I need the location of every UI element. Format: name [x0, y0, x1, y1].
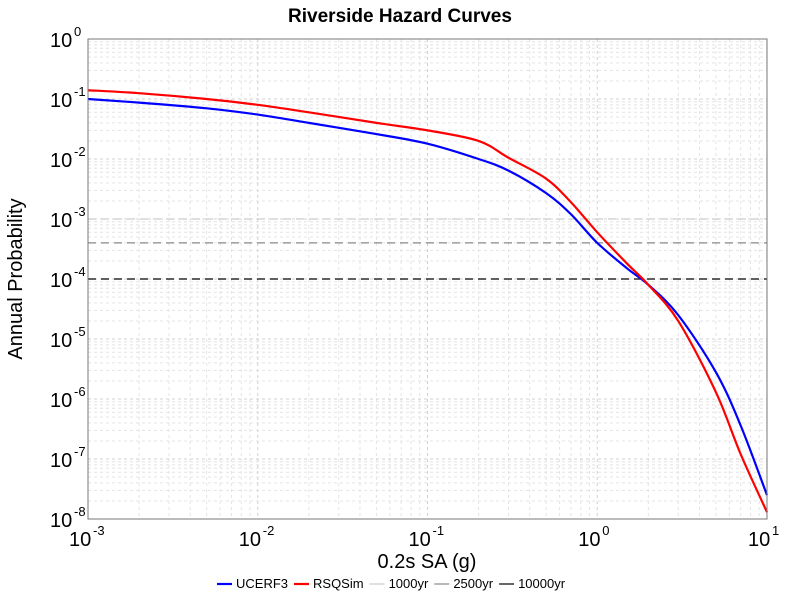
tick-base-text: 10	[50, 450, 72, 472]
series-line-rsqsim	[87, 89, 769, 513]
tick-exponent-text: 0	[74, 24, 81, 39]
y-tick-label: 10 0	[50, 24, 81, 52]
legend-item-1000yr: 1000yr	[369, 576, 429, 591]
legend-label: RSQSim	[313, 576, 364, 591]
x-tick-labels: 10 -3 10 -2 10 -1 10 0 10 1	[69, 523, 779, 551]
y-tick-label: 10 -6	[50, 384, 86, 412]
tick-exponent-text: -3	[93, 523, 105, 538]
tick-base-text: 10	[578, 529, 600, 551]
tick-exponent-text: -4	[74, 264, 86, 279]
x-tick-label: 10 -3	[69, 523, 105, 551]
tick-exponent-text: 0	[602, 523, 609, 538]
y-axis-label: Annual Probability	[5, 198, 27, 359]
tick-base-text: 10	[50, 30, 72, 52]
y-tick-label: 10 -1	[50, 84, 86, 112]
legend-label: 1000yr	[389, 576, 429, 591]
x-tick-label: 10 -2	[239, 523, 275, 551]
tick-base-text: 10	[69, 529, 91, 551]
tick-base-text: 10	[50, 270, 72, 292]
y-tick-label: 10 -2	[50, 144, 86, 172]
tick-exponent-text: -2	[74, 144, 86, 159]
x-axis-label: 0.2s SA (g)	[378, 551, 477, 573]
tick-exponent-text: -1	[74, 84, 86, 99]
legend: UCERF3 RSQSim 1000yr 2500yr 10000yr	[217, 576, 566, 591]
chart-title: Riverside Hazard Curves	[288, 6, 512, 27]
tick-base-text: 10	[50, 210, 72, 232]
legend-label: UCERF3	[236, 576, 288, 591]
tick-exponent-text: 1	[772, 523, 779, 538]
tick-exponent-text: -5	[74, 324, 86, 339]
legend-item-rsqsim: RSQSim	[294, 576, 364, 591]
tick-base-text: 10	[239, 529, 261, 551]
plot-frame	[87, 38, 768, 520]
x-tick-label: 10 1	[748, 523, 779, 551]
y-tick-label: 10 -3	[50, 204, 86, 232]
reference-lines	[88, 218, 767, 280]
tick-base-text: 10	[50, 90, 72, 112]
x-tick-label: 10 0	[578, 523, 609, 551]
tick-base-text: 10	[748, 529, 770, 551]
tick-base-text: 10	[409, 529, 431, 551]
tick-exponent-text: -7	[74, 444, 86, 459]
legend-label: 10000yr	[518, 576, 566, 591]
y-tick-label: 10 -7	[50, 444, 86, 472]
legend-label: 2500yr	[453, 576, 493, 591]
legend-item-2500yr: 2500yr	[434, 576, 494, 591]
tick-base-text: 10	[50, 510, 72, 532]
tick-exponent-text: -2	[263, 523, 275, 538]
series-lines	[87, 89, 769, 513]
tick-exponent-text: -3	[74, 204, 86, 219]
tick-exponent-text: -1	[433, 523, 445, 538]
y-tick-label: 10 -5	[50, 324, 86, 352]
y-tick-label: 10 -4	[50, 264, 86, 292]
tick-exponent-text: -6	[74, 384, 86, 399]
tick-base-text: 10	[50, 390, 72, 412]
y-tick-label: 10 -8	[50, 504, 86, 532]
x-tick-label: 10 -1	[409, 523, 445, 551]
legend-item-ucerf3: UCERF3	[217, 576, 288, 591]
legend-item-10000yr: 10000yr	[499, 576, 566, 591]
tick-base-text: 10	[50, 150, 72, 172]
tick-exponent-text: -8	[74, 504, 86, 519]
tick-base-text: 10	[50, 330, 72, 352]
series-line-ucerf3	[87, 97, 769, 496]
